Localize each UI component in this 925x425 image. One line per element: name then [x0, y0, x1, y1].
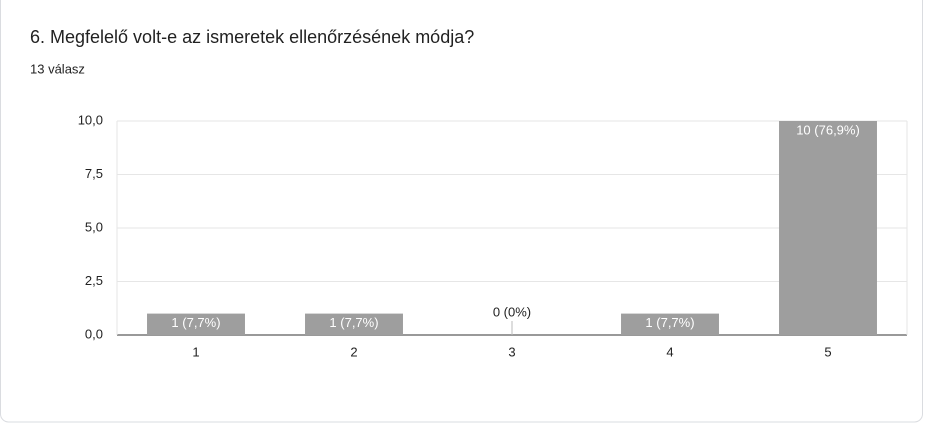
x-tick-label: 5 [824, 344, 831, 359]
y-tick-label: 10,0 [78, 112, 103, 127]
value-label: 10 (76,9%) [796, 122, 860, 137]
bar [147, 313, 245, 335]
bar [779, 121, 877, 335]
y-tick-label: 5,0 [85, 219, 103, 234]
y-tick-label: 7,5 [85, 166, 103, 181]
x-tick-label: 1 [192, 344, 199, 359]
response-count: 13 válasz [30, 61, 85, 76]
value-label: 1 (7,7%) [645, 315, 694, 330]
bar [621, 313, 719, 335]
value-label: 1 (7,7%) [329, 315, 378, 330]
x-tick-label: 3 [508, 344, 515, 359]
bar [305, 313, 403, 335]
chart-title: 6. Megfelelő volt-e az ismeretek ellenőr… [30, 27, 474, 47]
x-tick-label: 2 [350, 344, 357, 359]
value-label: 1 (7,7%) [171, 315, 220, 330]
y-tick-label: 0,0 [85, 326, 103, 341]
y-tick-label: 2,5 [85, 273, 103, 288]
value-label: 0 (0%) [493, 304, 531, 319]
x-tick-label: 4 [666, 344, 673, 359]
